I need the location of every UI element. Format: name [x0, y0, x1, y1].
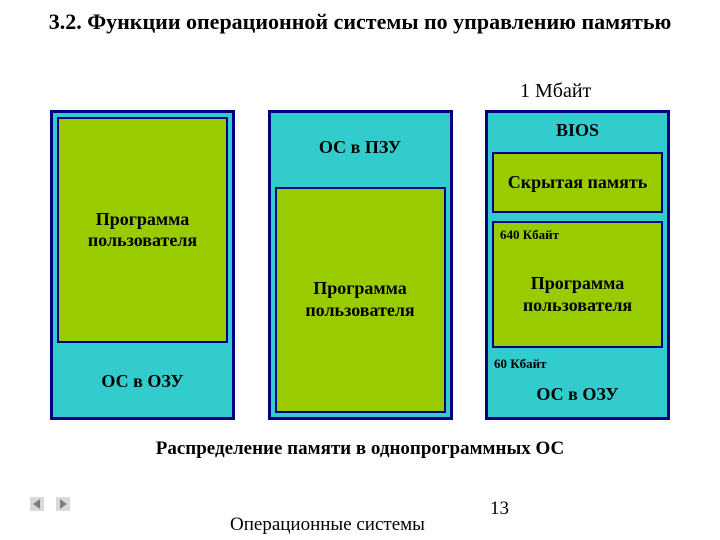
memory-columns: Программа пользователя ОС в ОЗУ ОС в ПЗУ… [50, 110, 670, 420]
region-size-tag: 640 Кбайт [494, 225, 565, 245]
memory-column-1: Программа пользователя ОС в ОЗУ [50, 110, 235, 420]
nav-controls [28, 496, 72, 512]
region-label: ОС в ПЗУ [319, 137, 401, 159]
diagram-caption: Распределение памяти в однопрограммных О… [0, 438, 720, 460]
region-label: Скрытая память [508, 172, 647, 194]
region-label: Программа пользователя [277, 278, 444, 321]
next-button[interactable] [54, 496, 72, 512]
triangle-right-icon [56, 497, 70, 511]
region-hidden-memory: Скрытая память [492, 152, 663, 213]
region-label: Программа пользователя [59, 209, 226, 252]
memory-column-2: ОС в ПЗУ Программа пользователя [268, 110, 453, 420]
region-os-rom: ОС в ПЗУ [271, 113, 450, 183]
slide-number: 13 [490, 498, 509, 520]
triangle-left-icon [30, 497, 44, 511]
memory-column-3: BIOS Скрытая память 640 Кбайт Программа … [485, 110, 670, 420]
region-os-ram: ОС в ОЗУ [53, 347, 232, 417]
region-label: Программа пользователя [494, 273, 661, 316]
region-label: ОС в ОЗУ [536, 384, 618, 406]
region-bios: BIOS [488, 113, 667, 148]
region-user-program: Программа пользователя [275, 187, 446, 413]
prev-button[interactable] [28, 496, 46, 512]
region-user-program-640k: 640 Кбайт Программа пользователя [492, 221, 663, 348]
region-label: BIOS [556, 120, 599, 142]
region-os-ram-60k: 60 Кбайт ОС в ОЗУ [488, 352, 667, 417]
memory-size-label: 1 Мбайт [520, 80, 591, 103]
slide-title: 3.2. Функции операционной системы по упр… [0, 0, 720, 40]
region-user-program: Программа пользователя [57, 117, 228, 343]
region-label: ОС в ОЗУ [101, 371, 183, 393]
region-size-tag: 60 Кбайт [488, 354, 553, 374]
